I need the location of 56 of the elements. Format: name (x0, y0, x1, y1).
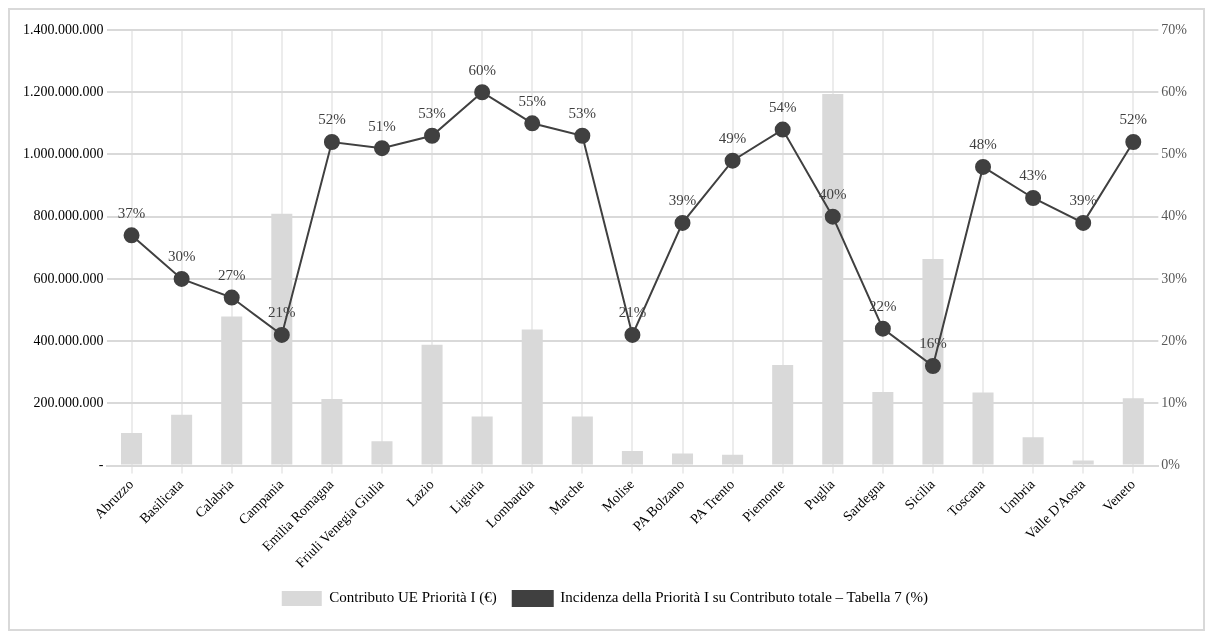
y-tick-label: 800.000.000 (33, 208, 104, 224)
point (424, 127, 441, 144)
point (1125, 134, 1142, 150)
data-label: 39% (1069, 192, 1097, 209)
data-label: 53% (568, 105, 597, 122)
point (1025, 189, 1042, 206)
point (724, 152, 741, 169)
y2-tick-label: 30% (1161, 270, 1188, 286)
y-tick-label: 1.000.000.000 (23, 146, 104, 162)
data-label: 52% (318, 111, 346, 128)
point (173, 270, 190, 287)
y2-tick-label: 70% (1161, 21, 1188, 37)
data-label: 51% (368, 117, 396, 134)
point (975, 158, 992, 175)
data-label: 30% (167, 248, 196, 265)
y2-tick-label: 0% (1161, 457, 1181, 473)
point (1075, 214, 1092, 231)
data-label: 54% (768, 98, 797, 115)
data-label: 39% (668, 192, 697, 209)
legend-label: Contributo UE Priorità I (€) (329, 589, 497, 607)
point (624, 326, 641, 343)
point (273, 326, 290, 343)
y2-tick-label: 40% (1161, 208, 1188, 224)
point (824, 208, 841, 225)
data-label: 49% (718, 130, 747, 147)
point (524, 115, 541, 132)
point (674, 214, 691, 231)
point (323, 134, 340, 150)
data-label: 27% (217, 266, 246, 283)
point (474, 84, 491, 101)
point (123, 227, 140, 244)
y-tick-label: 200.000.000 (33, 394, 104, 410)
point (874, 320, 891, 337)
y-tick-label: - (98, 457, 104, 473)
y2-tick-label: 50% (1161, 146, 1188, 162)
data-label: 48% (969, 136, 997, 153)
legend-label: Incidenza della Priorità I su Contributo totale – Tabella 7 (%) (560, 589, 928, 607)
y-tick-label: 1.200.000.000 (23, 83, 104, 99)
y-tick-label: 400.000.000 (33, 332, 104, 348)
point (774, 121, 791, 138)
y2-tick-label: 20% (1161, 332, 1188, 348)
y2-tick-label: 10% (1161, 394, 1188, 410)
y-tick-label: 1.400.000.000 (23, 21, 104, 37)
data-label: 40% (819, 186, 847, 203)
data-label: 60% (468, 61, 496, 78)
y2-tick-label: 60% (1161, 83, 1188, 99)
point (223, 289, 240, 306)
data-label: 53% (418, 105, 446, 122)
data-label: 37% (117, 204, 146, 221)
point (373, 140, 390, 157)
point (924, 357, 941, 374)
y-tick-label: 600.000.000 (33, 270, 104, 286)
data-label: 55% (518, 92, 546, 109)
point (574, 127, 591, 144)
data-label: 43% (1019, 167, 1047, 184)
data-label: 52% (1119, 111, 1148, 128)
